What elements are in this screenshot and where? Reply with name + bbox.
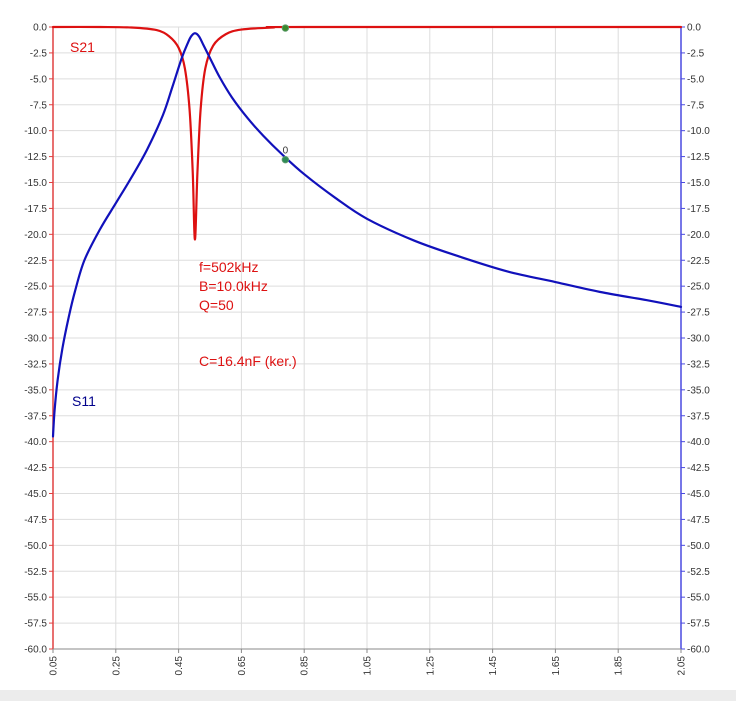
right-tick-label: -42.5 [687, 463, 710, 474]
right-tick-label: -30.0 [687, 334, 710, 345]
left-tick-label: -37.5 [24, 411, 47, 422]
x-tick-label: 0.05 [49, 656, 60, 676]
right-tick-label: -15.0 [687, 178, 710, 189]
footer-bar [0, 690, 736, 701]
left-tick-label: -22.5 [24, 256, 47, 267]
right-tick-label: -25.0 [687, 282, 710, 293]
series-line-s11 [51, 32, 683, 438]
right-tick-label: -20.0 [687, 230, 710, 241]
annotation-capacitor: C=16.4nF (ker.) [199, 353, 297, 369]
right-tick-label: -12.5 [687, 152, 710, 163]
right-tick-label: -27.5 [687, 308, 710, 319]
x-tick-label: 1.45 [488, 656, 499, 676]
right-tick-label: -52.5 [687, 567, 710, 578]
x-tick-label: 0.45 [174, 656, 185, 676]
right-tick-label: -10.0 [687, 126, 710, 137]
left-tick-label: -60.0 [24, 645, 47, 656]
left-tick-label: -40.0 [24, 437, 47, 448]
x-tick-label: 1.05 [363, 656, 374, 676]
annotation-frequency: f=502kHz [199, 259, 259, 275]
left-tick-label: -7.5 [30, 100, 48, 111]
right-tick-label: -22.5 [687, 256, 710, 267]
markers: 0 [281, 24, 290, 164]
left-tick-label: -52.5 [24, 567, 47, 578]
left-tick-label: -20.0 [24, 230, 47, 241]
x-tick-label: 0.65 [237, 656, 248, 676]
right-axis-ticks: 0.0 -2.5 -5.0 -7.5 -10.0 -12.5 -15.0 -17.5 -20.0… [681, 23, 710, 656]
x-axis-ticks: 0.05 0.25 0.45 0.65 0.85 1.05 1.25 1.45 1.65 1.85… [49, 649, 688, 675]
left-tick-label: -25.0 [24, 282, 47, 293]
left-tick-label: -10.0 [24, 126, 47, 137]
left-tick-label: -5.0 [30, 74, 48, 85]
left-tick-label: -57.5 [24, 619, 47, 630]
right-tick-label: -47.5 [687, 515, 710, 526]
right-tick-label: -2.5 [687, 48, 705, 59]
left-tick-label: -45.0 [24, 489, 47, 500]
right-tick-label: -60.0 [687, 645, 710, 656]
x-tick-label: 0.25 [111, 656, 122, 676]
right-tick-label: -32.5 [687, 359, 710, 370]
right-tick-label: -40.0 [687, 437, 710, 448]
left-tick-label: -32.5 [24, 359, 47, 370]
left-tick-label: -30.0 [24, 334, 47, 345]
right-tick-label: -5.0 [687, 74, 705, 85]
x-tick-label: 1.65 [551, 656, 562, 676]
right-tick-label: -50.0 [687, 541, 710, 552]
left-tick-label: -2.5 [30, 48, 48, 59]
left-tick-label: -15.0 [24, 178, 47, 189]
left-tick-label: -12.5 [24, 152, 47, 163]
left-tick-label: -47.5 [24, 515, 47, 526]
x-tick-label: 2.05 [677, 656, 688, 676]
series-label-s21: S21 [70, 39, 95, 55]
marker-point [281, 155, 290, 164]
left-tick-label: -35.0 [24, 385, 47, 396]
right-tick-label: -7.5 [687, 100, 705, 111]
right-tick-label: -35.0 [687, 385, 710, 396]
marker-label: 0 [283, 146, 289, 157]
right-tick-label: -45.0 [687, 489, 710, 500]
right-tick-label: -17.5 [687, 204, 710, 215]
right-tick-label: 0.0 [687, 23, 701, 34]
x-tick-label: 1.25 [425, 656, 436, 676]
left-tick-label: -42.5 [24, 463, 47, 474]
series-lines [51, 25, 683, 438]
left-tick-label: -50.0 [24, 541, 47, 552]
x-tick-label: 0.85 [300, 656, 311, 676]
series-label-s11: S11 [72, 393, 96, 409]
right-tick-label: -55.0 [687, 593, 710, 604]
left-tick-label: 0.0 [33, 23, 47, 34]
series-line-s21 [51, 25, 683, 241]
left-axis-ticks: 0.0 -2.5 -5.0 -7.5 -10.0 -12.5 -15.0 -17.5 -20.0… [24, 23, 53, 656]
right-tick-label: -57.5 [687, 619, 710, 630]
left-tick-label: -55.0 [24, 593, 47, 604]
x-tick-label: 1.85 [614, 656, 625, 676]
annotation-q: Q=50 [199, 297, 234, 313]
annotation-bandwidth: B=10.0kHz [199, 278, 268, 294]
left-tick-label: -27.5 [24, 308, 47, 319]
right-tick-label: -37.5 [687, 411, 710, 422]
left-tick-label: -17.5 [24, 204, 47, 215]
marker-point [281, 24, 290, 32]
